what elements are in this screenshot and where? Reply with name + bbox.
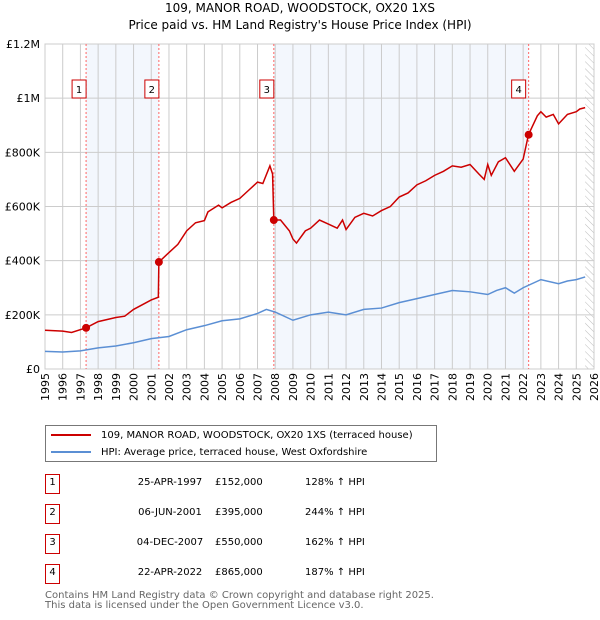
x-tick-label: 2021 (499, 373, 512, 401)
x-tick-label: 1998 (92, 373, 105, 401)
x-tick-label: 2008 (269, 373, 282, 401)
y-tick-label: £1.2M (6, 38, 40, 51)
sale-price: £152,000 (215, 477, 263, 488)
sale-label: 3 (264, 85, 270, 96)
y-tick-label: £800K (5, 146, 41, 159)
price-series-line (44, 106, 586, 334)
price-chart: 1995 1996 1997 1998 1999 2000 2001 2002 2003 2004… (5, 38, 600, 401)
sale-label-box (259, 79, 275, 99)
x-tick-label: 2017 (429, 373, 442, 401)
sale-row: 1 25-APR-1997 £152,000 128% ↑ HPI (45, 474, 445, 494)
x-tick-label: 2013 (358, 373, 371, 401)
plot-frame (44, 43, 595, 370)
sale-price: £865,000 (215, 567, 263, 578)
x-tick-label: 2025 (570, 373, 583, 401)
x-tick-label: 2022 (517, 373, 530, 401)
sale-date: 25-APR-1997 (137, 477, 203, 488)
x-tick-label: 2012 (340, 373, 353, 401)
x-tick-label: 2004 (198, 373, 211, 401)
sale-number: 3 (45, 534, 60, 554)
sale-point (82, 323, 91, 332)
sale-row: 2 06-JUN-2001 £395,000 244% ↑ HPI (45, 504, 445, 524)
legend-swatch-price (51, 434, 91, 436)
y-tick-label: £600K (5, 201, 41, 214)
x-tick-label: 1999 (110, 373, 123, 401)
x-tick-label: 2002 (163, 373, 176, 401)
legend: 109, MANOR ROAD, WOODSTOCK, OX20 1XS (te… (45, 425, 437, 462)
sale-number: 4 (45, 564, 60, 584)
sale-point (154, 258, 163, 267)
sale-number: 2 (45, 504, 60, 524)
x-tick-label: 2005 (216, 373, 229, 401)
x-tick-label: 2007 (252, 373, 265, 401)
sale-label: 4 (515, 85, 521, 96)
legend-swatch-hpi (51, 451, 91, 453)
sale-date: 04-DEC-2007 (136, 537, 204, 548)
x-tick-label: 2026 (588, 373, 600, 401)
x-tick-label: 2009 (287, 373, 300, 401)
x-tick-label: 2016 (411, 373, 424, 401)
sale-date: 22-APR-2022 (137, 567, 203, 578)
footer-copyright: Contains HM Land Registry data © Crown c… (45, 590, 434, 601)
x-tick-label: 2003 (181, 373, 194, 401)
sale-point (269, 216, 278, 225)
sale-label: 1 (76, 85, 82, 96)
x-tick-label: 2006 (234, 373, 247, 401)
hpi-series-line (44, 276, 586, 353)
chart-subtitle: Price paid vs. HM Land Registry's House … (128, 18, 472, 32)
x-tick-label: 1995 (39, 373, 52, 401)
sale-date: 06-JUN-2001 (138, 507, 202, 518)
x-tick-label: 2010 (305, 373, 318, 401)
sale-point (524, 130, 533, 139)
sale-row: 4 22-APR-2022 £865,000 187% ↑ HPI (45, 564, 445, 584)
x-tick-label: 1996 (57, 373, 70, 401)
sale-price: £395,000 (215, 507, 263, 518)
sale-label-box (71, 79, 87, 99)
x-tick-label: 2011 (322, 373, 335, 401)
x-tick-label: 2024 (553, 373, 566, 401)
sale-label-box (144, 79, 160, 99)
sale-number: 1 (45, 474, 60, 494)
y-tick-label: £200K (5, 309, 41, 322)
x-tick-label: 2001 (145, 373, 158, 401)
x-tick-label: 2020 (482, 373, 495, 401)
sale-hpi-change: 128% ↑ HPI (305, 477, 365, 488)
sale-label: 2 (149, 85, 155, 96)
sale-hpi-change: 162% ↑ HPI (305, 537, 365, 548)
x-tick-label: 2014 (375, 373, 388, 401)
x-tick-label: 2019 (464, 373, 477, 401)
footer-licence: This data is licensed under the Open Gov… (45, 600, 364, 611)
y-tick-label: £400K (5, 255, 41, 268)
sale-hpi-change: 244% ↑ HPI (305, 507, 365, 518)
sale-label-box (511, 79, 527, 99)
sale-price: £550,000 (215, 537, 263, 548)
x-tick-label: 2023 (535, 373, 548, 401)
x-tick-label: 1997 (74, 373, 87, 401)
sale-row: 3 04-DEC-2007 £550,000 162% ↑ HPI (45, 534, 445, 554)
y-tick-label: £0 (26, 363, 40, 376)
x-tick-label: 2018 (446, 373, 459, 401)
x-tick-label: 2000 (128, 373, 141, 401)
legend-label-price: 109, MANOR ROAD, WOODSTOCK, OX20 1XS (te… (101, 429, 413, 441)
chart-title: 109, MANOR ROAD, WOODSTOCK, OX20 1XS (164, 1, 436, 15)
y-tick-label: £1M (17, 92, 41, 105)
sale-hpi-change: 187% ↑ HPI (305, 567, 365, 578)
legend-label-hpi: HPI: Average price, terraced house, West… (101, 446, 368, 458)
x-tick-label: 2015 (393, 373, 406, 401)
